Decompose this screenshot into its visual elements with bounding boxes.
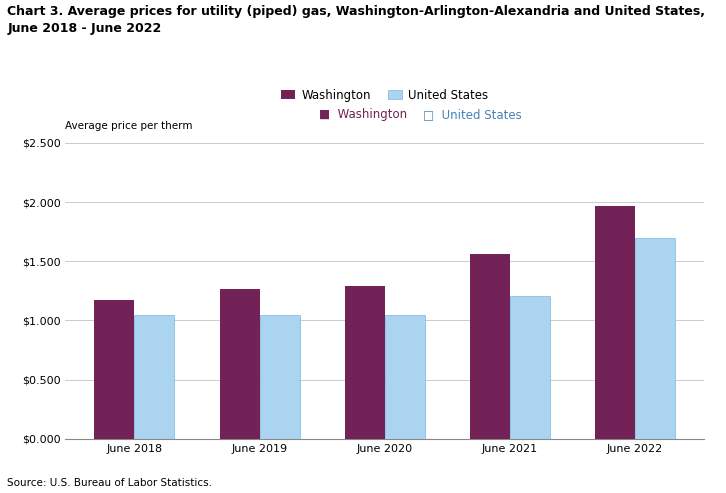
Text: Source: U.S. Bureau of Labor Statistics.: Source: U.S. Bureau of Labor Statistics. [7,478,212,488]
Text: Chart 3. Average prices for utility (piped) gas, Washington-Arlington-Alexandria: Chart 3. Average prices for utility (pip… [7,5,705,18]
Bar [510,296,550,439]
Bar [635,238,675,439]
Bar [219,289,260,439]
Text: □  United States: □ United States [423,108,521,121]
Text: Average price per therm: Average price per therm [65,121,193,131]
Text: ■  Washington: ■ Washington [319,108,407,121]
Legend: Washington, United States: Washington, United States [277,84,493,106]
Bar [134,315,174,439]
Text: June 2018 - June 2022: June 2018 - June 2022 [7,22,161,35]
Bar [595,206,635,439]
Bar [385,315,425,439]
Bar [470,254,510,439]
Bar [260,315,300,439]
Bar [94,300,134,439]
Bar [345,285,385,439]
